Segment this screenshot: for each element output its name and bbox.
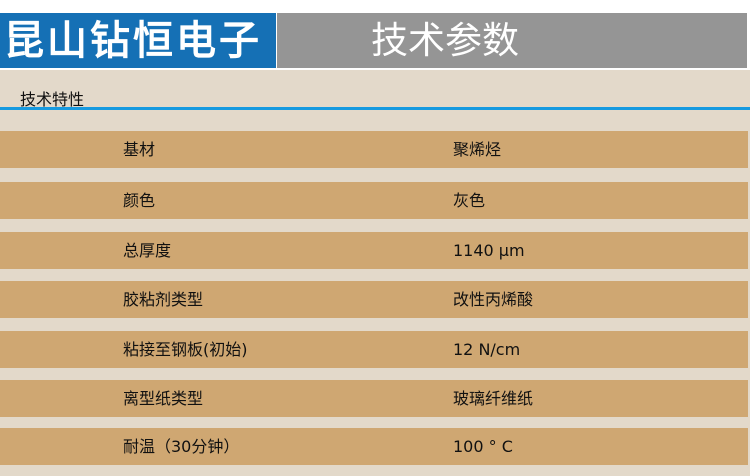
spec-label: 离型纸类型	[123, 389, 204, 408]
spec-label: 耐温（30分钟）	[123, 437, 240, 456]
page-title: 技术参数	[371, 19, 519, 62]
spec-value: 灰色	[453, 191, 486, 210]
spec-value: 12 N/cm	[453, 340, 521, 359]
spec-row: 粘接至钢板(初始) 12 N/cm	[0, 331, 748, 368]
spec-row: 颜色 灰色	[0, 182, 748, 219]
spec-row: 总厚度 1140 μm	[0, 232, 748, 269]
spec-value: 改性丙烯酸	[453, 290, 534, 309]
spec-value: 聚烯烃	[453, 140, 502, 159]
section-title: 技术特性	[20, 90, 85, 109]
spec-label: 粘接至钢板(初始)	[123, 340, 248, 359]
spec-row: 离型纸类型 玻璃纤维纸	[0, 380, 748, 417]
brand-logo: 昆山钻恒电子	[0, 13, 276, 68]
spec-value: 1140 μm	[453, 241, 525, 260]
spec-value: 玻璃纤维纸	[453, 389, 534, 408]
spec-row: 胶粘剂类型 改性丙烯酸	[0, 281, 748, 318]
divider	[0, 107, 750, 110]
spec-label: 总厚度	[123, 241, 172, 260]
spec-value: 100 ° C	[453, 437, 513, 456]
page-header: 技术参数	[277, 13, 747, 68]
spec-row: 基材 聚烯烃	[0, 131, 748, 168]
spec-label: 基材	[123, 140, 156, 159]
spec-label: 胶粘剂类型	[123, 290, 204, 309]
spec-label: 颜色	[123, 191, 156, 210]
spec-row: 耐温（30分钟） 100 ° C	[0, 428, 748, 465]
